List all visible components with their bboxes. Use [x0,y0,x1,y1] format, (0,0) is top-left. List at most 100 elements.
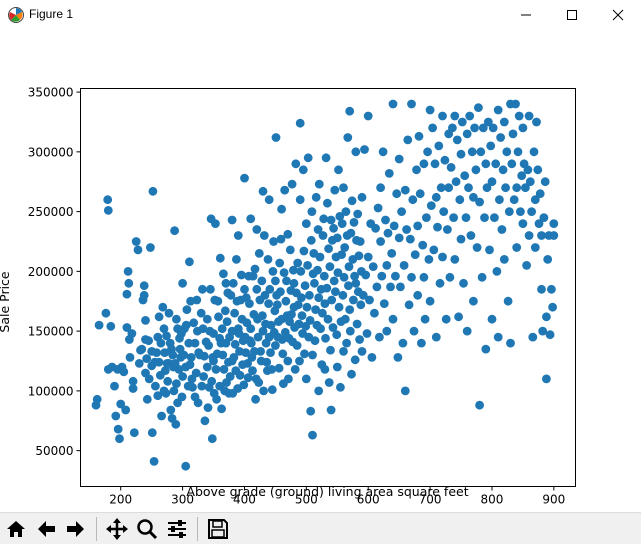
scatter-point [199,372,209,381]
scatter-point [471,165,481,175]
scatter-point [530,195,540,205]
figure-canvas[interactable]: 200 300 400 500 600 700 800 900 50000 100000 1500… [0,30,641,512]
scatter-point [549,231,559,240]
configure-subplots-button[interactable] [164,516,190,542]
scatter-point [400,386,410,396]
scatter-point [328,323,338,332]
minimize-button[interactable] [503,0,549,30]
scatter-point [323,314,333,324]
scatter-point [293,258,303,268]
save-button[interactable] [205,516,231,542]
configure-subplots-icon [168,520,186,538]
x-tick-label: 500 [295,493,318,507]
close-button[interactable] [595,0,641,30]
scatter-point [157,411,167,421]
scatter-point [294,319,304,329]
scatter-point [129,428,139,438]
scatter-point [419,159,429,169]
scatter-point [434,141,444,151]
scatter-point [496,133,505,142]
scatter-point [361,270,371,280]
scatter-point [538,326,548,336]
scatter-point [516,207,525,217]
scatter-point [297,293,306,303]
scatter-point [350,271,359,281]
scatter-point [146,243,155,252]
scatter-point [202,314,212,324]
scatter-point [268,267,278,276]
back-arrow-icon [38,521,55,537]
scatter-point [338,290,348,300]
scatter-point [306,235,316,245]
scatter-point [266,348,275,357]
scatter-point [339,272,349,282]
scatter-point [248,271,258,281]
scatter-point [329,223,338,233]
scatter-point [443,225,452,234]
scatter-point [337,219,347,229]
scatter-point [280,185,290,195]
scatter-point [217,404,227,414]
scatter-point [339,347,348,356]
scatter-point [193,398,203,408]
scatter-point [466,231,476,240]
scatter-point [251,394,260,404]
scatter-point [196,308,206,318]
scatter-point [296,267,306,276]
scatter-point [487,314,497,324]
scatter-point [152,348,162,357]
scatter-point [436,183,446,193]
scatter-point [287,179,297,189]
scatter-point [103,206,113,215]
scatter-point [272,300,282,310]
scatter-point [504,207,514,217]
scatter-point [295,118,305,128]
scatter-point [410,250,420,259]
scatter-point [362,329,372,338]
scatter-point [529,147,539,157]
scatter-point [267,365,277,374]
x-axis-label: Above grade (ground) living area square … [186,484,468,499]
scatter-point [269,237,278,246]
scatter-point [103,195,113,205]
scatter-point [275,258,285,268]
scatter-point [428,123,437,133]
scatter-point [239,380,249,390]
scatter-point [333,268,343,277]
scatter-point [425,296,435,306]
scatter-point [363,111,373,121]
matplotlib-icon [8,7,24,23]
scatter-point [172,314,181,324]
home-button[interactable] [3,516,29,542]
scatter-point [313,265,322,275]
scatter-point [382,326,392,336]
scatter-point [101,308,111,318]
scatter-point [144,374,154,384]
scatter-point [413,221,423,231]
scatter-point [303,261,312,270]
scatter-point [166,405,176,415]
scatter-point [209,329,218,338]
scatter-point [128,384,138,393]
scatter-point [542,374,551,384]
scatter-point [307,207,317,217]
scatter-point [477,272,487,282]
scatter-point [344,281,353,291]
scatter-point [178,372,188,381]
scatter-point [259,386,268,396]
forward-button[interactable] [63,516,89,542]
x-tick-label: 600 [357,493,380,507]
scatter-point [474,103,483,112]
scatter-point [459,278,468,288]
pan-button[interactable] [104,516,130,542]
scatter-point [388,99,398,109]
back-button[interactable] [33,516,59,542]
scatter-point [512,183,522,193]
scatter-point [525,177,535,187]
scatter-point [540,177,550,187]
maximize-button[interactable] [549,0,595,30]
scatter-point [300,349,309,359]
navigation-toolbar [0,512,641,544]
zoom-button[interactable] [134,516,160,542]
scatter-point [340,243,350,252]
